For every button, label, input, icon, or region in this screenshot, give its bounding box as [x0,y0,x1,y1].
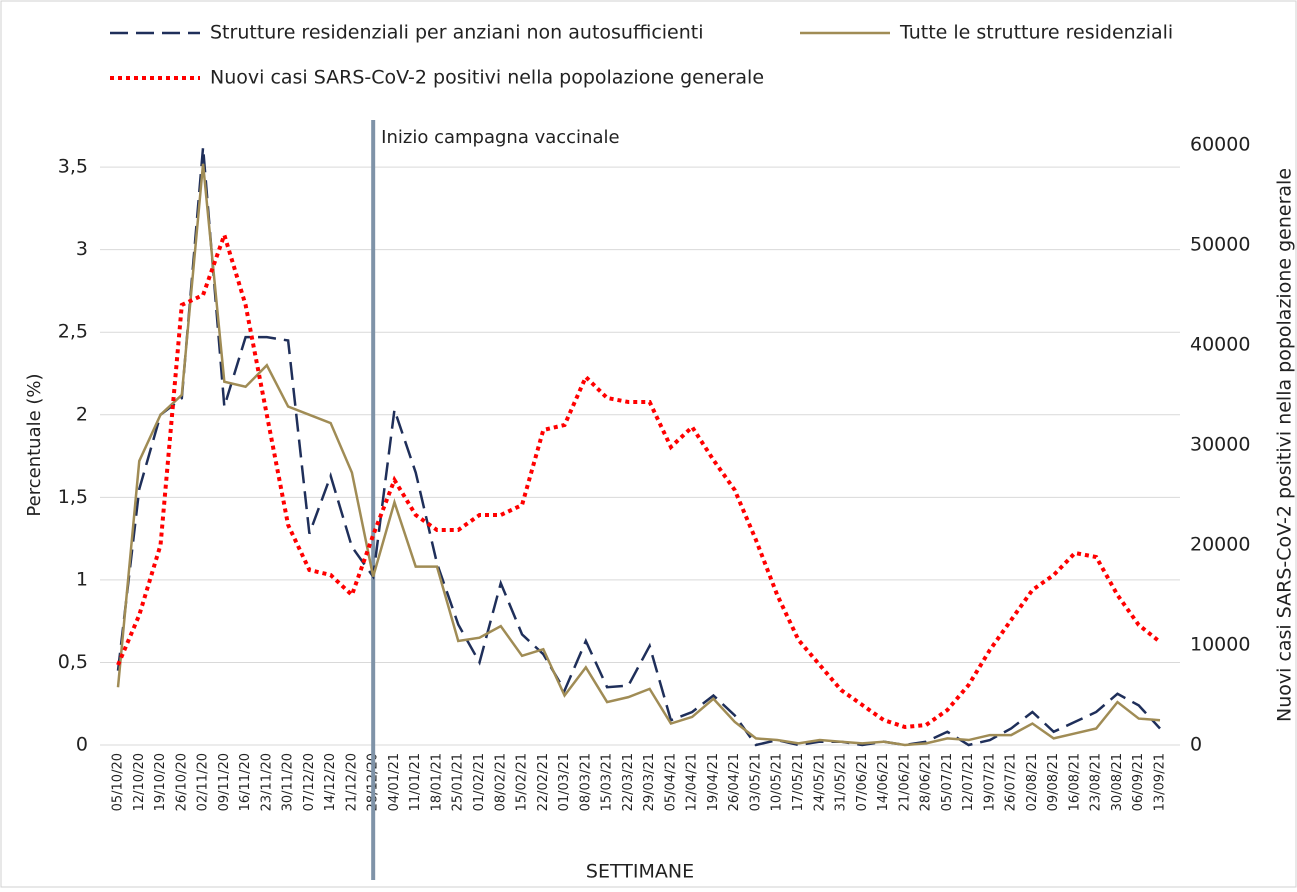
x-tick-label: 19/07/21 [982,753,997,811]
annotation-text: Inizio campagna vaccinale [381,127,619,148]
legend-label: Nuovi casi SARS-CoV-2 positivi nella pop… [210,67,764,89]
series-line [116,147,1161,747]
x-tick-label: 26/07/21 [1004,753,1019,811]
y-tick-label: 0 [76,734,88,756]
x-tick-label: 21/06/21 [897,753,912,811]
x-tick-label: 26/10/20 [174,753,189,811]
legend-label: Strutture residenziali per anziani non a… [210,22,704,44]
x-tick-label: 16/11/20 [238,753,253,811]
x-tick-label: 10/05/21 [770,753,785,811]
x-tick-label: 09/08/21 [1046,753,1061,811]
y-tick-label: 1 [76,568,88,590]
x-tick-label: 12/10/20 [132,753,147,811]
x-tick-label: 04/01/21 [387,753,402,811]
x-tick-label: 08/03/21 [578,753,593,811]
x-tick-label: 14/12/20 [323,753,338,811]
y2-tick-label: 20000 [1190,534,1250,556]
x-tick-label: 14/06/21 [876,753,891,811]
x-tick-label: 08/02/21 [493,753,508,811]
x-tick-label: 01/02/21 [472,753,487,811]
y2-tick-label: 10000 [1190,634,1250,656]
x-tick-label: 22/02/21 [536,753,551,811]
x-tick-label: 05/07/21 [940,753,955,811]
x-tick-label: 21/12/20 [344,753,359,811]
x-tick-label: 02/08/21 [1025,753,1040,811]
legend-label: Tutte le strutture residenziali [899,22,1173,44]
x-axis-title: SETTIMANE [586,861,694,883]
y-tick-label: 3,5 [58,156,88,178]
x-tick-label: 19/04/21 [706,753,721,811]
x-tick-label: 12/07/21 [961,753,976,811]
y2-axis-title: Nuovi casi SARS-CoV-2 positivi nella pop… [1274,168,1296,722]
x-tick-label: 30/08/21 [1110,753,1125,811]
x-tick-label: 30/11/20 [281,753,296,811]
y-axis-title: Percentuale (%) [24,373,45,516]
x-tick-label: 18/01/21 [429,753,444,811]
x-tick-label: 19/10/20 [153,753,168,811]
y-tick-label: 2,5 [58,321,88,343]
x-tick-label: 24/05/21 [812,753,827,811]
x-tick-label: 05/04/21 [663,753,678,811]
x-tick-label: 09/11/20 [217,753,232,811]
x-tick-label: 12/04/21 [685,753,700,811]
y2-tick-label: 30000 [1190,434,1250,456]
x-tick-label: 06/09/21 [1131,753,1146,811]
y2-tick-label: 0 [1190,734,1202,756]
y2-tick-label: 50000 [1190,234,1250,256]
x-tick-label: 07/06/21 [855,753,870,811]
x-tick-label: 25/01/21 [451,753,466,811]
y-tick-label: 1,5 [58,486,88,508]
y-tick-label: 2 [76,403,88,425]
x-tick-label: 11/01/21 [408,753,423,811]
x-tick-label: 01/03/21 [557,753,572,811]
x-tick-label: 17/05/21 [791,753,806,811]
x-tick-label: 31/05/21 [834,753,849,811]
series-line [116,228,1162,730]
y-tick-label: 0,5 [58,651,88,673]
x-tick-label: 07/12/20 [302,753,317,811]
x-tick-label: 26/04/21 [727,753,742,811]
x-tick-label: 16/08/21 [1067,753,1082,811]
y2-tick-label: 40000 [1190,334,1250,356]
x-tick-label: 02/11/20 [196,753,211,811]
x-tick-label: 29/03/21 [642,753,657,811]
series-line [116,163,1161,747]
x-tick-label: 15/03/21 [600,753,615,811]
y2-tick-label: 60000 [1190,134,1250,156]
x-tick-label: 23/08/21 [1089,753,1104,811]
x-tick-label: 05/10/20 [111,753,126,811]
x-tick-label: 28/06/21 [919,753,934,811]
x-tick-label: 03/05/21 [748,753,763,811]
y-tick-label: 3 [76,238,88,260]
x-tick-label: 23/11/20 [259,753,274,811]
x-tick-label: 15/02/21 [515,753,530,811]
x-tick-label: 13/09/21 [1153,753,1168,811]
x-tick-label: 22/03/21 [621,753,636,811]
